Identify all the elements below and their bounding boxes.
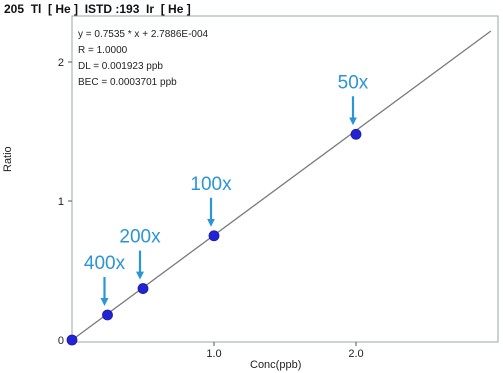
x-tick-label: 1.0 [206,348,221,360]
data-point [102,309,113,321]
callout-label: 200x [119,227,161,248]
chart-title: 205 Tl [ He ] ISTD :193 Ir [ He ] [4,2,191,16]
data-point [350,128,362,140]
fit-annotation: y = 0.7535 * x + 2.7886E-004 [78,29,209,40]
fit-annotation: R = 1.0000 [78,45,128,56]
callout-label: 50x [338,72,369,93]
x-axis-label: Conc(ppb) [250,359,302,371]
data-point [66,334,78,346]
y-tick-label: 1 [58,196,64,208]
data-point [208,230,220,242]
y-tick-label: 0 [58,335,64,347]
fit-annotation: DL = 0.001923 ppb [78,61,163,72]
x-tick-label: 2.0 [348,348,363,360]
data-point [137,283,149,294]
fit-annotation: BEC = 0.0003701 ppb [78,77,177,88]
y-tick-label: 2 [58,57,64,69]
callout-label: 400x [84,253,126,274]
callout-label: 100x [190,174,232,195]
